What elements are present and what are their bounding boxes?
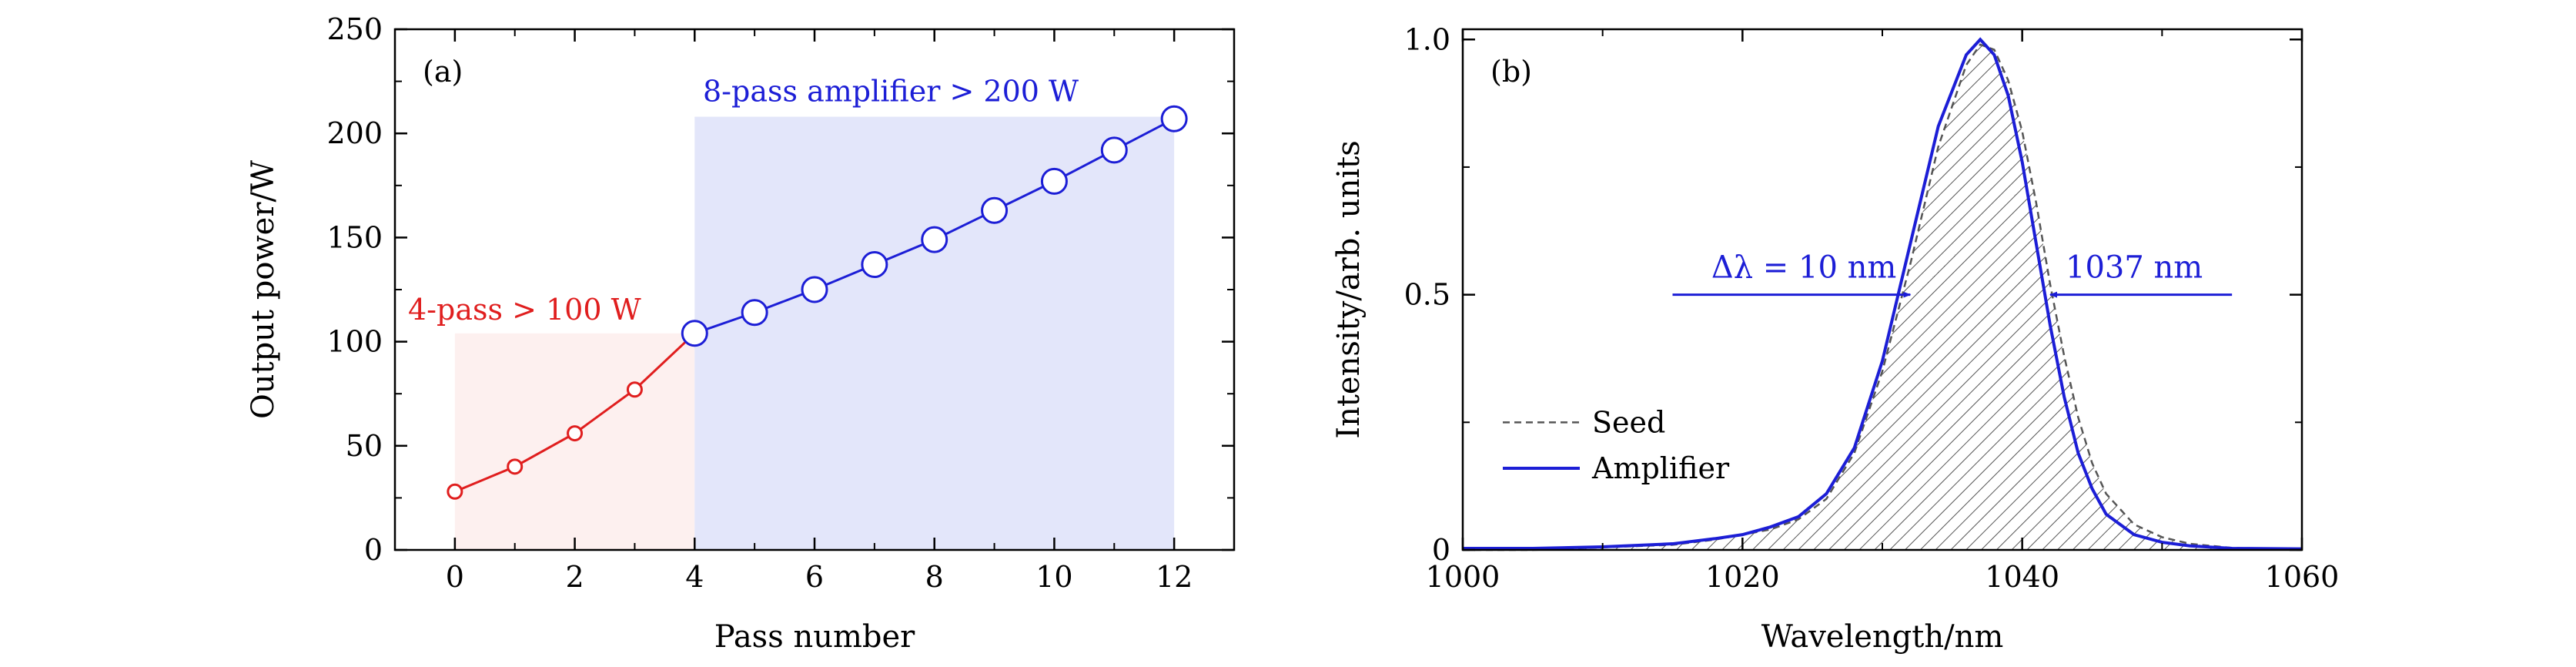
y-tick-label: 250 [326,12,383,46]
x-tick-label: 1060 [2265,560,2340,594]
region-label-4-pass: 4-pass > 100 W [408,293,641,327]
panel-b-ticks [1461,29,2303,551]
x-tick-label: 10 [1035,560,1072,594]
panel-a-tick-labels: 0 2 4 6 8 10 12 0 50 100 150 200 250 [326,12,1193,594]
data-point [567,425,584,442]
panel-b-tick-labels: 1000 1020 1040 1060 0 0.5 1.0 [1404,22,2340,594]
x-tick-label: 4 [685,560,704,594]
x-tick-label: 0 [446,560,464,594]
data-point [681,320,708,347]
y-tick-label: 0 [1432,533,1450,567]
data-point [1040,167,1068,195]
x-tick-label: 1040 [1985,560,2059,594]
data-point [447,483,463,500]
y-tick-label: 1.0 [1404,22,1450,56]
seed-spectrum-hatch-fill [1463,44,2302,550]
data-point [921,226,948,253]
annotation-bandwidth: Δλ = 10 nm [1711,250,1897,286]
panel-b-x-axis-label: Wavelength/nm [1761,619,2004,655]
data-point [626,381,643,398]
x-tick-label: 1020 [1705,560,1780,594]
y-tick-label: 200 [326,116,383,150]
x-tick-label: 2 [565,560,584,594]
y-tick-label: 0.5 [1404,278,1450,312]
data-point [1100,136,1128,164]
region-label-8-pass: 8-pass amplifier > 200 W [703,75,1079,109]
panel-a-y-axis-label: Output power/W [246,160,281,419]
x-tick-label: 8 [925,560,944,594]
data-point [861,251,888,279]
data-point [507,458,524,475]
annotation-center-wavelength: 1037 nm [2066,250,2203,286]
x-tick-label: 1000 [1426,560,1500,594]
panel-b-label: (b) [1490,55,1532,89]
legend: Seed Amplifier [1503,405,1730,485]
y-tick-label: 100 [326,325,383,359]
y-tick-label: 0 [364,533,383,567]
legend-amplifier-label: Amplifier [1591,451,1730,485]
y-tick-label: 50 [346,429,383,463]
panel-a-ticks [394,28,1235,551]
amplifier-spectrum-line [1463,37,2303,551]
panel-b-chart: 1000 1020 1040 1060 0 0.5 1.0 Δλ = 10 nm 1037 … [1331,22,2339,655]
data-point [801,276,828,303]
x-tick-label: 12 [1156,560,1193,594]
y-tick-label: 150 [326,220,383,254]
data-point [981,196,1009,224]
data-point [1160,105,1188,132]
legend-seed-label: Seed [1592,405,1665,439]
panel-a-x-axis-label: Pass number [714,619,915,655]
panel-a-label: (a) [423,55,463,89]
x-tick-label: 6 [805,560,824,594]
shaded-region-1 [694,116,1175,550]
data-point [741,299,768,327]
panel-a-points [447,105,1188,500]
panel-b-y-axis-label: Intensity/arb. units [1331,140,1367,438]
